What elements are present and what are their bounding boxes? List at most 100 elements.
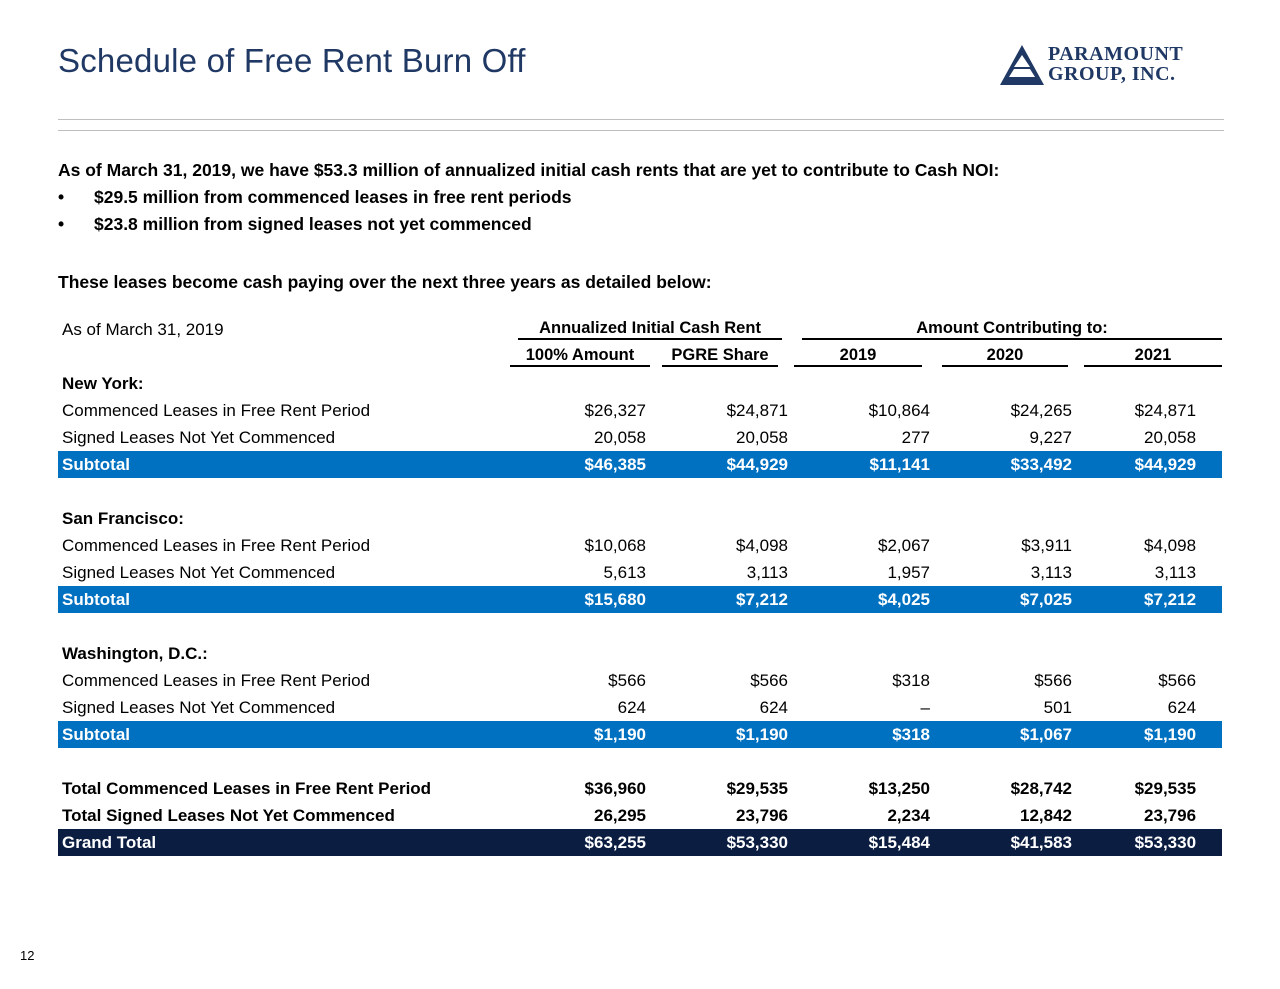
as-of-label: As of March 31, 2019 [62,319,224,339]
cell: $7,212 [1076,586,1223,613]
cell: 3,113 [746,562,789,582]
cell: $566 [1158,670,1197,690]
cell: $11,141 [792,451,935,478]
cell: $28,742 [1010,778,1073,798]
row-label: Commenced Leases in Free Rent Period [62,670,371,690]
table-row: Signed Leases Not Yet Commenced 624 624 … [58,694,1222,721]
cell: $1,190 [650,721,793,748]
row-label: Subtotal [58,586,508,613]
table-lead: These leases become cash paying over the… [58,272,712,292]
logo-line-1: PARAMOUNT [1048,43,1184,65]
cell: $1,067 [934,721,1077,748]
cell: 20,058 [736,427,789,447]
row-label: Signed Leases Not Yet Commenced [62,697,336,717]
cell: 501 [1043,697,1073,717]
cell: $53,330 [650,829,793,856]
group-header-contributing: Amount Contributing to: [802,319,1223,340]
cell: $44,929 [1076,451,1223,478]
table-row: Signed Leases Not Yet Commenced 5,613 3,… [58,559,1222,586]
cell: 9,227 [1029,427,1073,447]
section-heading: Washington, D.C.: [62,643,208,663]
cell: 3,113 [1030,562,1073,582]
cell: $26,327 [584,400,646,420]
bullet-text: $29.5 million from commenced leases in f… [94,187,572,207]
table-row: Signed Leases Not Yet Commenced 20,058 2… [58,424,1222,451]
bullet-text: $23.8 million from signed leases not yet… [94,214,532,234]
column-header: PGRE Share [662,346,779,367]
triangle-logo-icon [1000,45,1044,85]
cell: $13,250 [868,778,931,798]
cell: $10,068 [584,535,646,555]
cell: 23,796 [736,805,789,825]
column-header: 100% Amount [510,346,650,367]
cell: $3,911 [1021,535,1073,555]
page-number: 12 [20,948,35,963]
header-divider-bottom [58,130,1224,131]
bullet-marker: • [58,187,65,207]
column-header: 2020 [942,346,1069,367]
row-label: Subtotal [58,451,508,478]
section-heading: New York: [62,373,144,393]
cell: 277 [901,427,931,447]
subtotal-row: Subtotal $15,680 $7,212 $4,025 $7,025 $7… [58,586,1223,613]
intro-text: As of March 31, 2019, we have $53.3 mill… [58,157,999,238]
logo-line-2: GROUP, INC. [1048,63,1176,85]
subtotal-row: Subtotal $1,190 $1,190 $318 $1,067 $1,19… [58,721,1223,748]
table-row: Commenced Leases in Free Rent Period $26… [58,397,1222,424]
cell: $24,265 [1010,400,1073,420]
row-label: Signed Leases Not Yet Commenced [62,562,336,582]
cell: $15,484 [792,829,935,856]
cell: $24,871 [1134,400,1197,420]
cell: $24,871 [726,400,789,420]
cell: 20,058 [594,427,646,447]
cell: 624 [759,697,789,717]
cell: 23,796 [1144,805,1197,825]
page-title: Schedule of Free Rent Burn Off [58,42,526,79]
table-row: Commenced Leases in Free Rent Period $56… [58,667,1222,694]
column-header: 2021 [1084,346,1223,367]
row-label: Commenced Leases in Free Rent Period [62,400,371,420]
bullet-marker: • [58,214,65,234]
cell: 20,058 [1144,427,1197,447]
cell: $44,929 [650,451,793,478]
cell: $7,025 [934,586,1077,613]
cell: $46,385 [508,451,650,478]
bullet-item: • $29.5 million from commenced leases in… [58,184,999,211]
cell: $318 [792,721,935,748]
cell: $1,190 [508,721,650,748]
table-row: Commenced Leases in Free Rent Period $10… [58,532,1222,559]
cell: 2,234 [887,805,931,825]
cell: $29,535 [1134,778,1197,798]
cell: 3,113 [1154,562,1197,582]
cell: $4,025 [792,586,935,613]
cell: $41,583 [934,829,1077,856]
cell: – [920,697,931,717]
grand-total-row: Grand Total $63,255 $53,330 $15,484 $41,… [58,829,1223,856]
cell: $10,864 [868,400,931,420]
cell: $566 [1034,670,1073,690]
row-label: Signed Leases Not Yet Commenced [62,427,336,447]
section-heading: San Francisco: [62,508,184,528]
cell: $36,960 [584,778,646,798]
cell: $318 [892,670,931,690]
cell: $4,098 [736,535,789,555]
cell: $33,492 [934,451,1077,478]
cell: 624 [617,697,646,717]
row-label: Total Signed Leases Not Yet Commenced [62,805,395,825]
group-header-cash-rent: Annualized Initial Cash Rent [518,319,783,340]
subtotal-row: Subtotal $46,385 $44,929 $11,141 $33,492… [58,451,1223,478]
cell: 624 [1167,697,1197,717]
cell: $1,190 [1076,721,1223,748]
total-row: Total Commenced Leases in Free Rent Peri… [58,775,1222,802]
row-label: Commenced Leases in Free Rent Period [62,535,371,555]
bullet-item: • $23.8 million from signed leases not y… [58,211,999,238]
cell: $566 [608,670,646,690]
cell: 12,842 [1020,805,1073,825]
intro-lead: As of March 31, 2019, we have $53.3 mill… [58,160,1000,180]
row-label: Total Commenced Leases in Free Rent Peri… [62,778,432,798]
cell: $4,098 [1144,535,1197,555]
cell: $53,330 [1076,829,1223,856]
cell: $15,680 [508,586,650,613]
header-divider-top [58,119,1224,120]
total-row: Total Signed Leases Not Yet Commenced 26… [58,802,1222,829]
